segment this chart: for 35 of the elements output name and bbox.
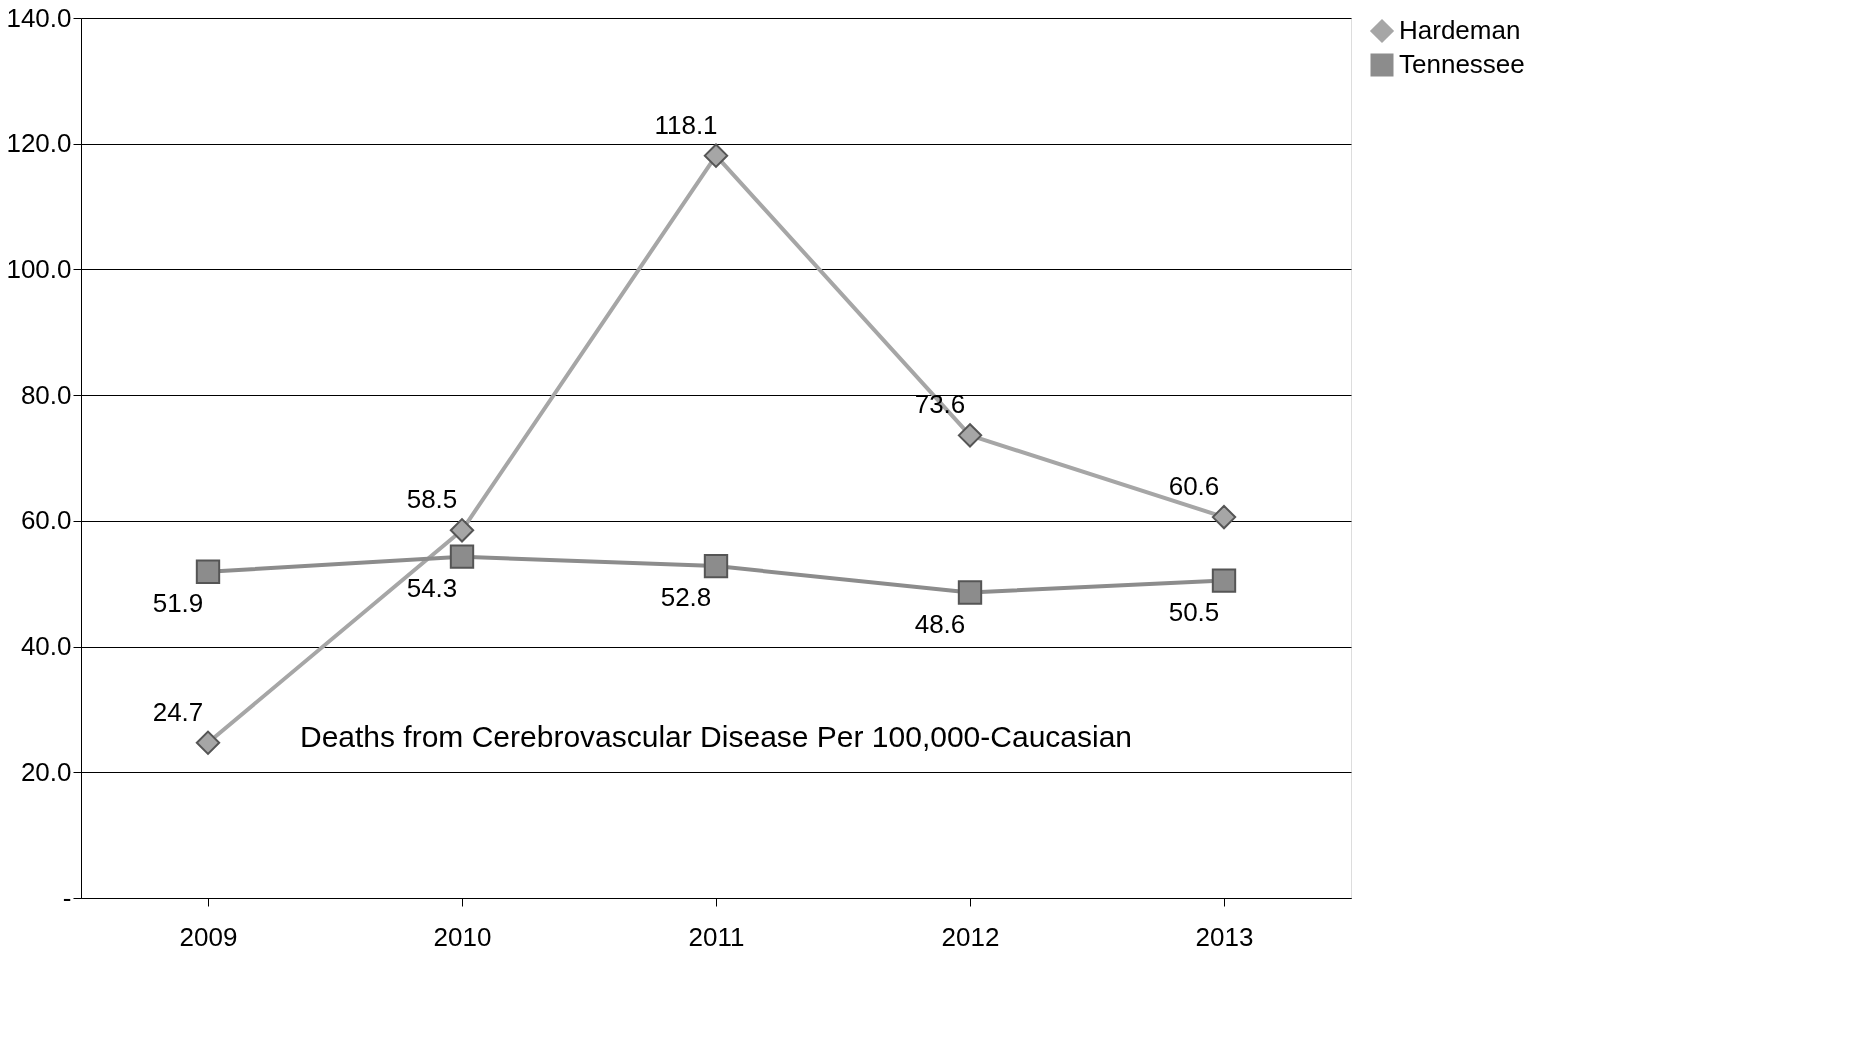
data-label: 48.6 (914, 608, 966, 639)
data-label: 50.5 (1168, 596, 1220, 627)
data-label: 52.8 (660, 582, 712, 613)
point (449, 544, 475, 569)
point (957, 580, 983, 605)
x-tick-label: 2011 (688, 921, 745, 952)
point (449, 518, 475, 543)
point (957, 423, 983, 448)
y-tick-label: 100.0 (6, 253, 72, 284)
x-tick-label: 2012 (941, 921, 1000, 952)
data-label: 60.6 (1168, 471, 1220, 502)
y-tick-label: - (62, 882, 72, 913)
point (195, 559, 221, 584)
point (1211, 504, 1237, 530)
y-tick-label: 40.0 (20, 631, 72, 662)
data-label: 51.9 (152, 587, 204, 618)
data-label: 54.3 (406, 572, 458, 603)
data-label: 118.1 (654, 109, 718, 140)
y-tick-label: 140.0 (6, 2, 72, 33)
x-tick-label: 2009 (179, 921, 238, 952)
legend-label: Tennessee (1399, 49, 1525, 79)
x-tick-label: 2013 (1195, 921, 1254, 952)
y-tick-label: 80.0 (20, 379, 72, 410)
legend-label: Hardeman (1399, 15, 1521, 45)
y-tick-label: 60.0 (20, 505, 72, 536)
data-label: 24.7 (152, 696, 204, 727)
y-tick-label: 20.0 (20, 756, 72, 787)
point (703, 143, 729, 168)
y-tick-label: 120.0 (6, 128, 72, 159)
data-label: 58.5 (406, 484, 458, 515)
point (195, 730, 221, 755)
text: Deaths from Cerebrovascular Disease Per 100,000-Caucasian (299, 720, 1133, 753)
point (1211, 568, 1237, 593)
point (703, 553, 729, 579)
x-tick-label: 2010 (433, 921, 492, 952)
